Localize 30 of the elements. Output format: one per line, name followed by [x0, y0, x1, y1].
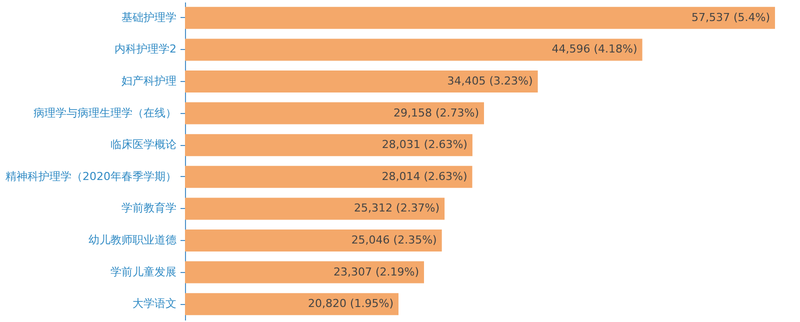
- y-tick-label: 内科护理学2: [114, 42, 176, 56]
- y-tick-label: 基础护理学: [122, 10, 176, 24]
- y-tick-label: 学前儿童发展: [110, 265, 176, 278]
- y-tick-label: 幼儿教师职业道德: [88, 234, 176, 246]
- bar: [185, 102, 484, 124]
- data-label: 20,820 (1.95%): [308, 297, 394, 310]
- bar: [185, 261, 424, 284]
- data-label: 28,031 (2.63%): [382, 138, 468, 152]
- data-label: 25,312 (2.37%): [354, 202, 440, 215]
- bar: [185, 70, 538, 92]
- data-label: 34,405 (3.23%): [447, 74, 533, 88]
- bar: [185, 134, 472, 156]
- y-tick-label: 病理学与病理生理学（在线）: [34, 106, 176, 120]
- data-label: 28,014 (2.63%): [382, 170, 468, 183]
- bar: [185, 293, 398, 316]
- y-tick-label: 临床医学概论: [110, 138, 176, 152]
- bar: [185, 166, 472, 188]
- bar: [185, 38, 642, 61]
- data-label: 57,537 (5.4%): [691, 10, 770, 24]
- data-label: 25,046 (2.35%): [351, 234, 437, 246]
- y-tick-label: 大学语文: [132, 297, 176, 310]
- data-label: 23,307 (2.19%): [333, 265, 419, 278]
- bar: [185, 198, 445, 220]
- data-label: 29,158 (2.73%): [393, 106, 479, 120]
- bar: [185, 6, 775, 29]
- y-tick-label: 精神科护理学（2020年春季学期）: [6, 170, 176, 183]
- y-tick-label: 学前教育学: [122, 202, 176, 215]
- data-label: 44,596 (4.18%): [552, 42, 638, 56]
- y-tick-label: 妇产科护理: [122, 74, 176, 88]
- bar: [185, 230, 442, 252]
